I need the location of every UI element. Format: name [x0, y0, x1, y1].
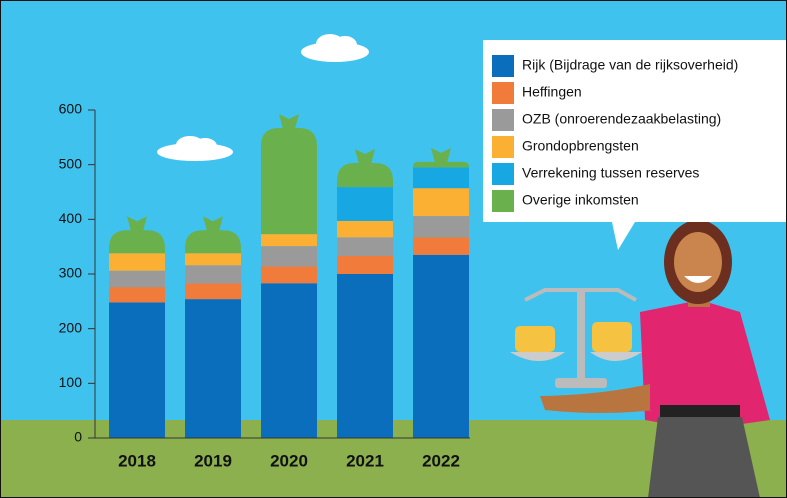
- bar-segment: [413, 167, 469, 188]
- bar-segment: [109, 302, 165, 438]
- bar-segment: [337, 187, 393, 221]
- legend-label: Heffingen: [522, 84, 582, 100]
- y-tick-label: 0: [74, 429, 82, 445]
- bar-segment: [185, 265, 241, 283]
- bar-segment: [413, 216, 469, 237]
- x-tick-label: 2020: [270, 451, 308, 470]
- legend-label: OZB (onroerendezaakbelasting): [522, 111, 721, 127]
- bar-segment: [261, 283, 317, 438]
- bar-segment: [109, 253, 165, 270]
- bar-segment: [261, 246, 317, 266]
- legend-label: Verrekening tussen reserves: [522, 165, 699, 181]
- bar-segment: [337, 221, 393, 237]
- legend-swatch: [492, 55, 514, 77]
- bar-segment: [337, 237, 393, 256]
- legend-swatch: [492, 190, 514, 212]
- legend-swatch: [492, 109, 514, 131]
- y-tick-label: 600: [59, 101, 83, 117]
- bar-segment: [109, 271, 165, 287]
- legend-label: Rijk (Bijdrage van de rijksoverheid): [522, 57, 738, 73]
- bar-segment: [413, 255, 469, 438]
- y-tick-label: 300: [59, 265, 83, 281]
- bar-segment: [185, 299, 241, 438]
- x-tick-label: 2018: [118, 451, 156, 470]
- bar-segment: [261, 234, 317, 246]
- chart: 0 100 200 300 400 500 600 2018 2019 2020 2021 2022 R…: [0, 0, 787, 498]
- legend-swatch: [492, 136, 514, 158]
- bar-segment: [413, 237, 469, 254]
- bar-segment: [337, 256, 393, 274]
- legend-swatch: [492, 163, 514, 185]
- x-tick-label: 2022: [422, 451, 460, 470]
- y-tick-label: 400: [59, 210, 83, 226]
- bar-segment: [337, 274, 393, 438]
- x-tick-label: 2021: [346, 451, 384, 470]
- y-tick-label: 500: [59, 155, 83, 171]
- bar-segment: [413, 188, 469, 216]
- bar-segment: [109, 230, 165, 253]
- bar-segment: [261, 128, 317, 234]
- y-tick-label: 200: [59, 319, 83, 335]
- bar-segment: [185, 283, 241, 299]
- bar-segment: [109, 287, 165, 302]
- bar-segment: [185, 253, 241, 265]
- legend-label: Grondopbrengsten: [522, 138, 639, 154]
- bar-segment: [337, 163, 393, 187]
- bar-segment: [185, 230, 241, 253]
- x-tick-label: 2019: [194, 451, 232, 470]
- legend-swatch: [492, 82, 514, 104]
- y-tick-label: 100: [59, 374, 83, 390]
- bar-segment: [261, 266, 317, 283]
- legend-label: Overige inkomsten: [522, 192, 639, 208]
